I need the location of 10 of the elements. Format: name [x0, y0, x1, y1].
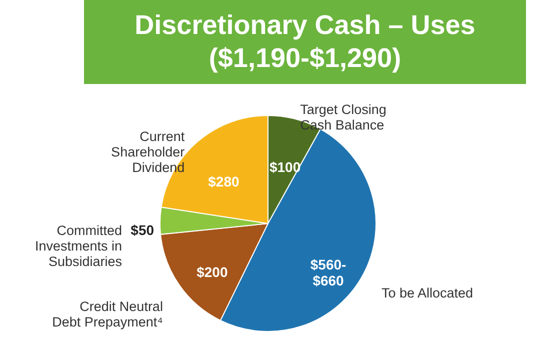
data-label: $560-$660 [310, 256, 347, 288]
data-label: $100 [269, 159, 301, 176]
data-label: $280 [208, 173, 240, 190]
slice-label: Credit Neutral Debt Prepayment⁴ [52, 299, 164, 330]
chart-subtitle: ($1,190-$1,290) [208, 42, 402, 75]
data-label: $50 [130, 222, 154, 238]
chart-title: Discretionary Cash – Uses [134, 9, 476, 42]
slice-label: Committed Investments in Subsidiaries [34, 223, 122, 270]
data-label: $200 [196, 264, 228, 280]
slice-label: To be Allocated [381, 285, 474, 300]
